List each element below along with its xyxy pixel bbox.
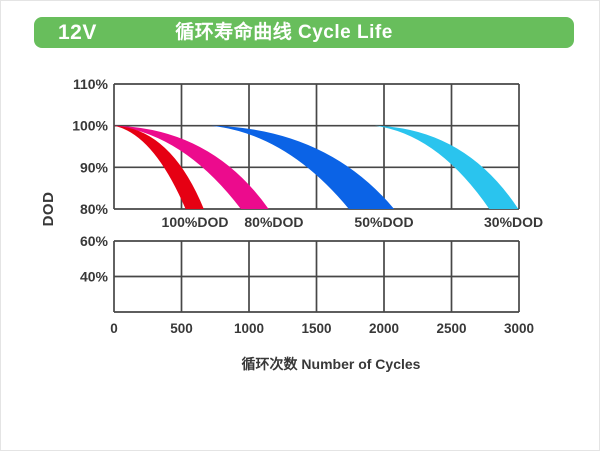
header-bar: 12V 循环寿命曲线 Cycle Life [34,17,574,48]
band-100pct-dod [114,125,204,209]
x-tick-label: 1000 [234,321,264,336]
x-tick-label: 500 [170,321,193,336]
x-tick-label: 1500 [301,321,331,336]
series-label: 100%DOD [162,214,229,230]
y-tick-label: 110% [73,76,109,92]
grid-panel-top [113,83,520,210]
series-bands [114,125,519,209]
y-tick-label: 60% [80,233,109,249]
x-tick-label: 2000 [369,321,399,336]
y-tick-label: 90% [80,159,109,175]
x-tick-label: 2500 [436,321,466,336]
x-axis-title: 循环次数 Number of Cycles [241,356,421,372]
x-tick-label: 3000 [504,321,534,336]
grid-panel-bottom [113,240,520,313]
band-50pct-dod [211,125,395,209]
page-title: 循环寿命曲线 Cycle Life [175,22,393,43]
series-label: 50%DOD [354,214,413,230]
y-tick-label: 80% [80,201,109,217]
y-tick-label: 100% [72,118,108,134]
x-tick-label: 0 [110,321,118,336]
y-tick-label: 40% [80,269,109,285]
product-label: 12V [58,21,97,44]
band-30pct-dod [374,125,519,209]
series-label: 80%DOD [244,214,303,230]
band-80pct-dod [114,125,269,209]
series-label: 30%DOD [484,214,543,230]
